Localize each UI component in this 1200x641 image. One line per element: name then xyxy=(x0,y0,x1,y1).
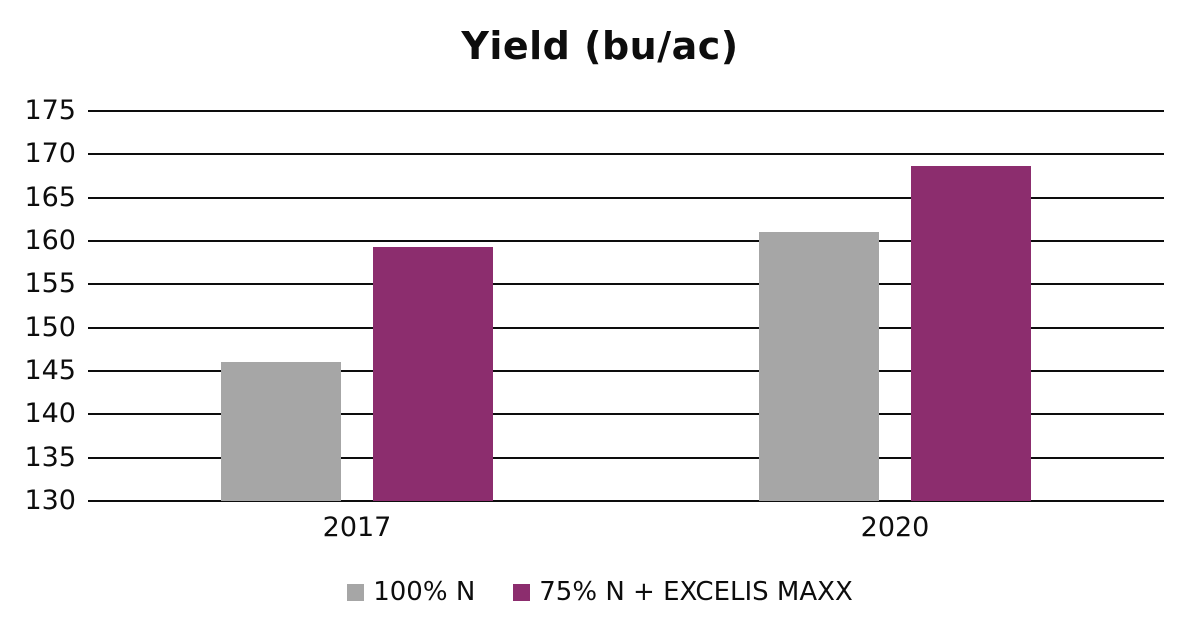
bar-2020-series-1 xyxy=(911,165,1031,501)
y-tick-label-155: 155 xyxy=(24,268,76,300)
legend-swatch-icon xyxy=(513,583,531,601)
legend-item-0: 100% N xyxy=(347,577,475,607)
plot-area: 175 170 165 160 155 150 145 140 135 130 2017 2020 xyxy=(24,95,1164,543)
gridline-150 xyxy=(88,326,1164,329)
bar-2020-series-0 xyxy=(759,232,879,501)
y-tick-label-170: 170 xyxy=(24,138,76,170)
gridline-175 xyxy=(88,110,1164,112)
gridline-165 xyxy=(88,196,1164,199)
y-tick-label-145: 145 xyxy=(24,354,76,386)
y-tick-label-165: 165 xyxy=(24,181,76,213)
y-tick-label-130: 130 xyxy=(24,484,76,516)
legend-swatch-icon xyxy=(347,583,365,601)
bar-2017-series-1 xyxy=(373,247,493,501)
gridline-145 xyxy=(88,370,1164,372)
x-axis-label-2017: 2017 xyxy=(322,512,392,543)
legend-label: 100% N xyxy=(373,577,476,607)
gridline-130 xyxy=(88,500,1164,502)
gridline-140 xyxy=(88,413,1164,416)
y-tick-label-175: 175 xyxy=(24,94,76,126)
x-axis-label-2020: 2020 xyxy=(860,512,930,543)
legend-label: 75% N + EXCELIS MAXX xyxy=(539,577,853,607)
y-tick-label-150: 150 xyxy=(24,311,76,343)
y-tick-label-160: 160 xyxy=(24,224,76,256)
bar-2017-series-0 xyxy=(221,362,341,501)
legend-item-1: 75% N + EXCELIS MAXX xyxy=(513,577,853,607)
y-tick-label-140: 140 xyxy=(24,398,76,430)
gridline-155 xyxy=(88,283,1164,286)
chart-title: Yield (bu/ac) xyxy=(461,24,739,68)
y-tick-label-135: 135 xyxy=(24,441,76,473)
legend: 100% N 75% N + EXCELIS MAXX xyxy=(0,577,1200,607)
gridline-170 xyxy=(88,153,1164,156)
gridline-160 xyxy=(88,240,1164,242)
gridline-135 xyxy=(88,456,1164,459)
